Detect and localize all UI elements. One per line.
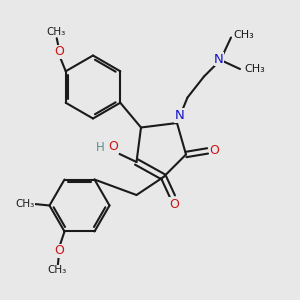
Text: N: N — [175, 109, 185, 122]
Text: O: O — [54, 45, 64, 58]
Text: CH₃: CH₃ — [233, 30, 254, 40]
Text: CH₃: CH₃ — [15, 199, 34, 209]
Text: O: O — [169, 197, 179, 211]
Text: O: O — [209, 144, 219, 158]
Text: CH₃: CH₃ — [47, 265, 67, 275]
Text: O: O — [54, 244, 64, 257]
Text: CH₃: CH₃ — [244, 64, 265, 74]
Text: N: N — [214, 53, 224, 66]
Text: CH₃: CH₃ — [46, 27, 66, 37]
Text: H: H — [96, 141, 105, 154]
Text: O: O — [109, 140, 118, 154]
